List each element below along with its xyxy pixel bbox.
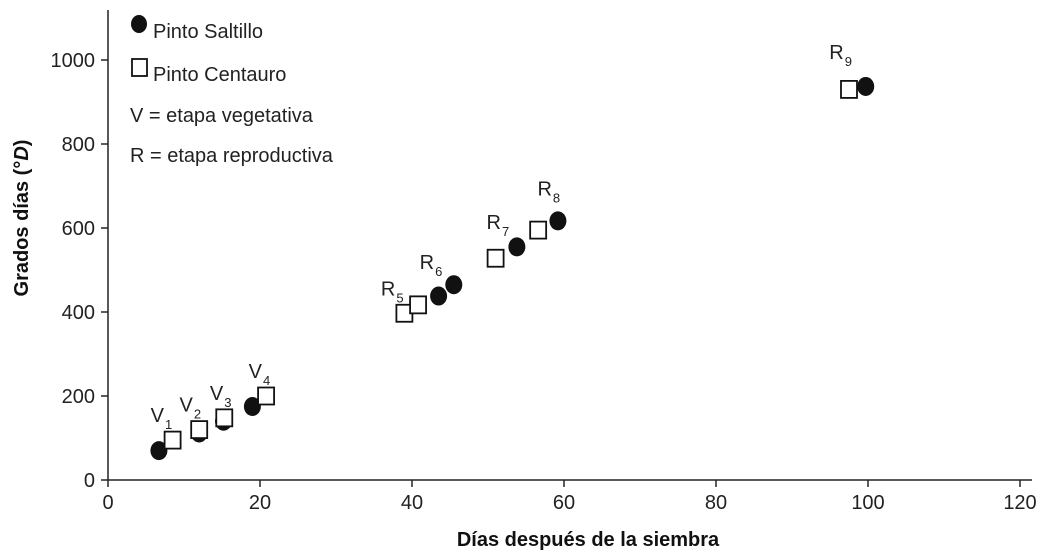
stage-label: V3 [210, 383, 232, 410]
y-tick-label: 200 [62, 386, 95, 408]
point-pinto-centauro [409, 295, 427, 315]
data-marks [150, 76, 875, 461]
point-pinto-centauro [190, 420, 209, 440]
point-pinto-centauro [486, 248, 505, 268]
x-tick-label: 20 [249, 492, 271, 514]
y-tick-label: 1000 [51, 50, 96, 72]
x-tick-label: 60 [553, 492, 575, 514]
legend-marker-centauro [131, 58, 148, 77]
y-axis-title-close: ) [11, 140, 33, 147]
stage-label: V2 [179, 395, 201, 422]
stage-label: V4 [249, 361, 271, 388]
x-tick-label: 120 [1003, 492, 1036, 514]
point-pinto-saltillo [150, 441, 168, 461]
ticks: 0 20 40 60 80 100 120 0 200 400 600 800 1000 [51, 50, 1037, 514]
stage-label: R9 [829, 42, 852, 69]
point-pinto-saltillo [508, 237, 526, 257]
point-pinto-centauro [840, 80, 858, 99]
legend-note-vegetative: V = etapa vegetativa [130, 105, 314, 127]
y-axis-title-main: Grados días (° [11, 161, 33, 297]
y-tick-label: 600 [62, 218, 95, 240]
y-tick-label: 800 [62, 134, 95, 156]
point-pinto-centauro [257, 386, 275, 406]
stage-label: R8 [537, 178, 560, 205]
y-axis-title-italic: D [11, 146, 33, 160]
x-tick-label: 0 [102, 492, 113, 514]
point-pinto-saltillo [430, 286, 448, 306]
y-axis-title: Grados días (°D) [11, 140, 33, 297]
stage-label: V1 [151, 405, 173, 432]
x-axis-title: Días después de la siembra [457, 529, 720, 551]
axes [107, 10, 1032, 481]
stage-label: R6 [420, 252, 443, 279]
y-tick-label: 400 [62, 302, 95, 324]
stage-label: R5 [381, 278, 404, 305]
point-pinto-saltillo [243, 397, 261, 416]
x-tick-label: 100 [851, 492, 884, 514]
legend: Pinto Saltillo Pinto Centauro V = etapa … [130, 15, 334, 167]
point-pinto-saltillo [445, 275, 463, 295]
point-pinto-centauro [163, 430, 182, 450]
stage-label: R7 [487, 212, 510, 239]
legend-marker-saltillo [131, 15, 147, 33]
point-pinto-centauro [215, 408, 234, 428]
point-pinto-saltillo [549, 211, 567, 231]
x-tick-label: 80 [705, 492, 727, 514]
legend-note-reproductive: R = etapa reproductiva [130, 145, 334, 167]
y-tick-label: 0 [84, 470, 95, 492]
x-tick-label: 40 [401, 492, 423, 514]
legend-label-centauro: Pinto Centauro [153, 64, 286, 86]
point-pinto-centauro [529, 220, 548, 240]
legend-label-saltillo: Pinto Saltillo [153, 21, 263, 43]
point-pinto-saltillo [857, 76, 875, 96]
